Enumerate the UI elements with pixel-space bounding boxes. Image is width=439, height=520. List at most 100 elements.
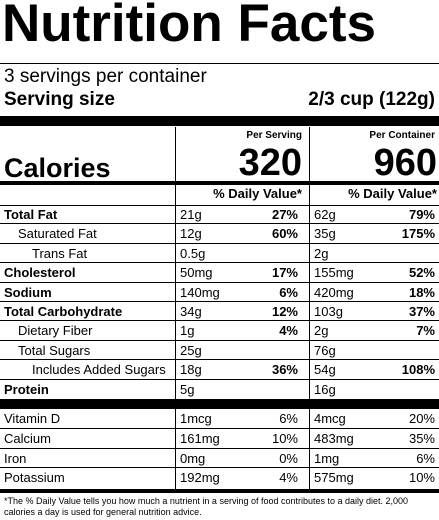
daily-value-per-serving: 6%	[279, 284, 298, 300]
daily-value-per-serving: 12%	[271, 304, 298, 319]
nutrient-row: Saturated Fat 12g 60% 35g 175%	[0, 224, 439, 244]
nutrient-name: Calcium	[4, 430, 51, 446]
calories-per-container: 960	[373, 142, 437, 184]
servings-per-container: 3 servings per container	[4, 66, 207, 87]
amount-per-serving: 18g	[180, 362, 202, 378]
amount-per-serving: 192mg	[180, 470, 220, 486]
amount-per-serving: 21g	[180, 207, 202, 222]
nutrient-name: Cholesterol	[4, 265, 76, 281]
amount-per-container: 420mg	[314, 284, 354, 300]
vitamin-row: Vitamin D 1mcg 6% 4mcg 20%	[0, 409, 439, 429]
nutrient-row: Cholesterol 50mg 17% 155mg 52%	[0, 263, 439, 283]
daily-value-header: % Daily Value*	[213, 186, 302, 201]
amount-per-container: 483mg	[314, 430, 354, 446]
divider	[0, 63, 439, 64]
divider	[0, 359, 439, 361]
daily-value-header: % Daily Value*	[348, 186, 437, 201]
vitamin-row: Calcium 161mg 10% 483mg 35%	[0, 429, 439, 449]
daily-value-per-container: 7%	[416, 323, 435, 339]
serving-size-label: Serving size	[4, 89, 115, 110]
nutrient-name: Total Sugars	[18, 342, 91, 358]
daily-value-per-serving: 4%	[279, 323, 298, 339]
calories-label: Calories	[4, 153, 111, 183]
nutrient-name: Vitamin D	[4, 411, 61, 426]
nutrient-name: Protein	[4, 381, 49, 397]
amount-per-container: 76g	[314, 342, 336, 358]
daily-value-per-container: 20%	[408, 411, 435, 426]
nutrient-name: Includes Added Sugars	[32, 362, 166, 378]
amount-per-container: 1mg	[314, 450, 340, 466]
amount-per-container: 2g	[314, 323, 329, 339]
amount-per-serving: 140mg	[180, 284, 220, 300]
thick-divider	[0, 399, 439, 409]
divider	[0, 378, 439, 380]
daily-value-per-container: 37%	[408, 304, 435, 319]
nutrient-name: Potassium	[4, 470, 65, 486]
nutrient-name: Total Fat	[4, 207, 58, 222]
amount-per-serving: 5g	[180, 381, 195, 397]
daily-value-per-serving: 4%	[279, 470, 298, 486]
divider	[0, 467, 439, 469]
divider	[0, 447, 439, 449]
amount-per-serving: 1mcg	[180, 411, 212, 426]
calories-per-serving: 320	[238, 142, 302, 184]
amount-per-serving: 50mg	[180, 265, 213, 281]
serving-size-value: 2/3 cup (122g)	[308, 89, 435, 110]
amount-per-container: 35g	[314, 226, 336, 242]
divider	[0, 427, 439, 429]
nutrient-name: Trans Fat	[32, 245, 88, 261]
amount-per-serving: 161mg	[180, 430, 220, 446]
nutrient-row: Sodium 140mg 6% 420mg 18%	[0, 283, 439, 303]
daily-value-per-serving: 60%	[271, 226, 298, 242]
nutrient-name: Saturated Fat	[18, 226, 97, 242]
label-title: Nutrition Facts	[2, 0, 376, 53]
nutrient-name: Iron	[4, 450, 27, 466]
amount-per-container: 62g	[314, 207, 336, 222]
nutrient-row: Total Fat 21g 27% 62g 79%	[0, 205, 439, 225]
daily-value-per-container: 52%	[408, 265, 435, 281]
divider	[0, 242, 439, 244]
daily-value-per-serving: 36%	[271, 362, 298, 378]
nutrient-name: Total Carbohydrate	[4, 304, 123, 319]
daily-value-per-serving: 0%	[279, 450, 298, 466]
column-separator	[175, 127, 176, 490]
amount-per-container: 575mg	[314, 470, 354, 486]
daily-value-per-serving: 27%	[271, 207, 298, 222]
amount-per-serving: 0mg	[180, 450, 206, 466]
nutrient-row: Trans Fat 0.5g 2g	[0, 244, 439, 264]
daily-value-per-container: 35%	[408, 430, 435, 446]
nutrient-row: Protein 5g 16g	[0, 380, 439, 400]
per-container-header: Per Container	[369, 130, 435, 141]
amount-per-container: 103g	[314, 304, 343, 319]
daily-value-per-container: 6%	[416, 450, 435, 466]
thick-divider	[0, 116, 439, 126]
medium-divider	[0, 181, 439, 185]
daily-value-per-serving: 17%	[271, 265, 298, 281]
amount-per-container: 4mcg	[314, 411, 346, 426]
amount-per-serving: 12g	[180, 226, 202, 242]
daily-value-per-container: 79%	[408, 207, 435, 222]
vitamin-row: Potassium 192mg 4% 575mg 10%	[0, 468, 439, 488]
nutrient-name: Dietary Fiber	[18, 323, 93, 339]
nutrient-row: Includes Added Sugars 18g 36% 54g 108%	[0, 360, 439, 380]
divider	[0, 281, 439, 283]
column-separator	[309, 127, 310, 490]
daily-value-per-container: 108%	[401, 362, 435, 378]
divider	[0, 301, 439, 302]
amount-per-container: 2g	[314, 245, 329, 261]
amount-per-serving: 0.5g	[180, 245, 206, 261]
amount-per-serving: 1g	[180, 323, 195, 339]
nutrient-row: Total Sugars 25g 76g	[0, 341, 439, 361]
amount-per-serving: 25g	[180, 342, 202, 358]
divider	[0, 223, 439, 225]
daily-value-per-container: 18%	[408, 284, 435, 300]
amount-per-serving: 34g	[180, 304, 202, 319]
medium-divider	[0, 489, 439, 493]
divider	[0, 339, 439, 341]
vitamin-row: Iron 0mg 0% 1mg 6%	[0, 449, 439, 469]
footnote: *The % Daily Value tells you how much a …	[4, 496, 409, 517]
daily-value-per-serving: 10%	[271, 430, 298, 446]
divider	[0, 262, 439, 264]
nutrient-name: Sodium	[4, 284, 52, 300]
